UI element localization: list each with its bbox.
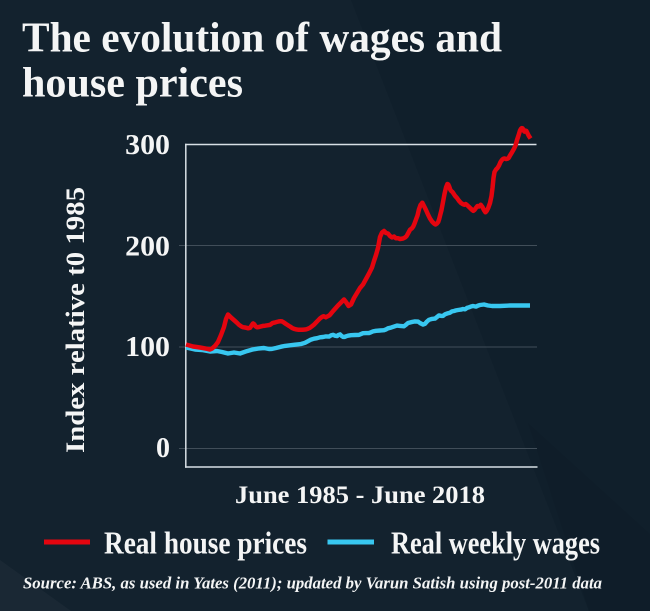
svg-text:Real weekly wages: Real weekly wages [391,525,600,561]
svg-text:Source: ABS, as used in Yates: Source: ABS, as used in Yates (2011); up… [23,574,602,593]
svg-text:Index relative t0 1985: Index relative t0 1985 [61,187,90,453]
svg-text:200: 200 [125,232,170,263]
svg-text:Real house prices: Real house prices [104,525,307,561]
svg-text:300: 300 [125,130,170,161]
svg-text:0: 0 [156,433,170,464]
svg-text:house prices: house prices [22,61,243,107]
svg-text:June 1985 - June 2018: June 1985 - June 2018 [235,482,485,509]
svg-text:100: 100 [125,332,170,363]
svg-text:The evolution of wages and: The evolution of wages and [22,16,502,62]
